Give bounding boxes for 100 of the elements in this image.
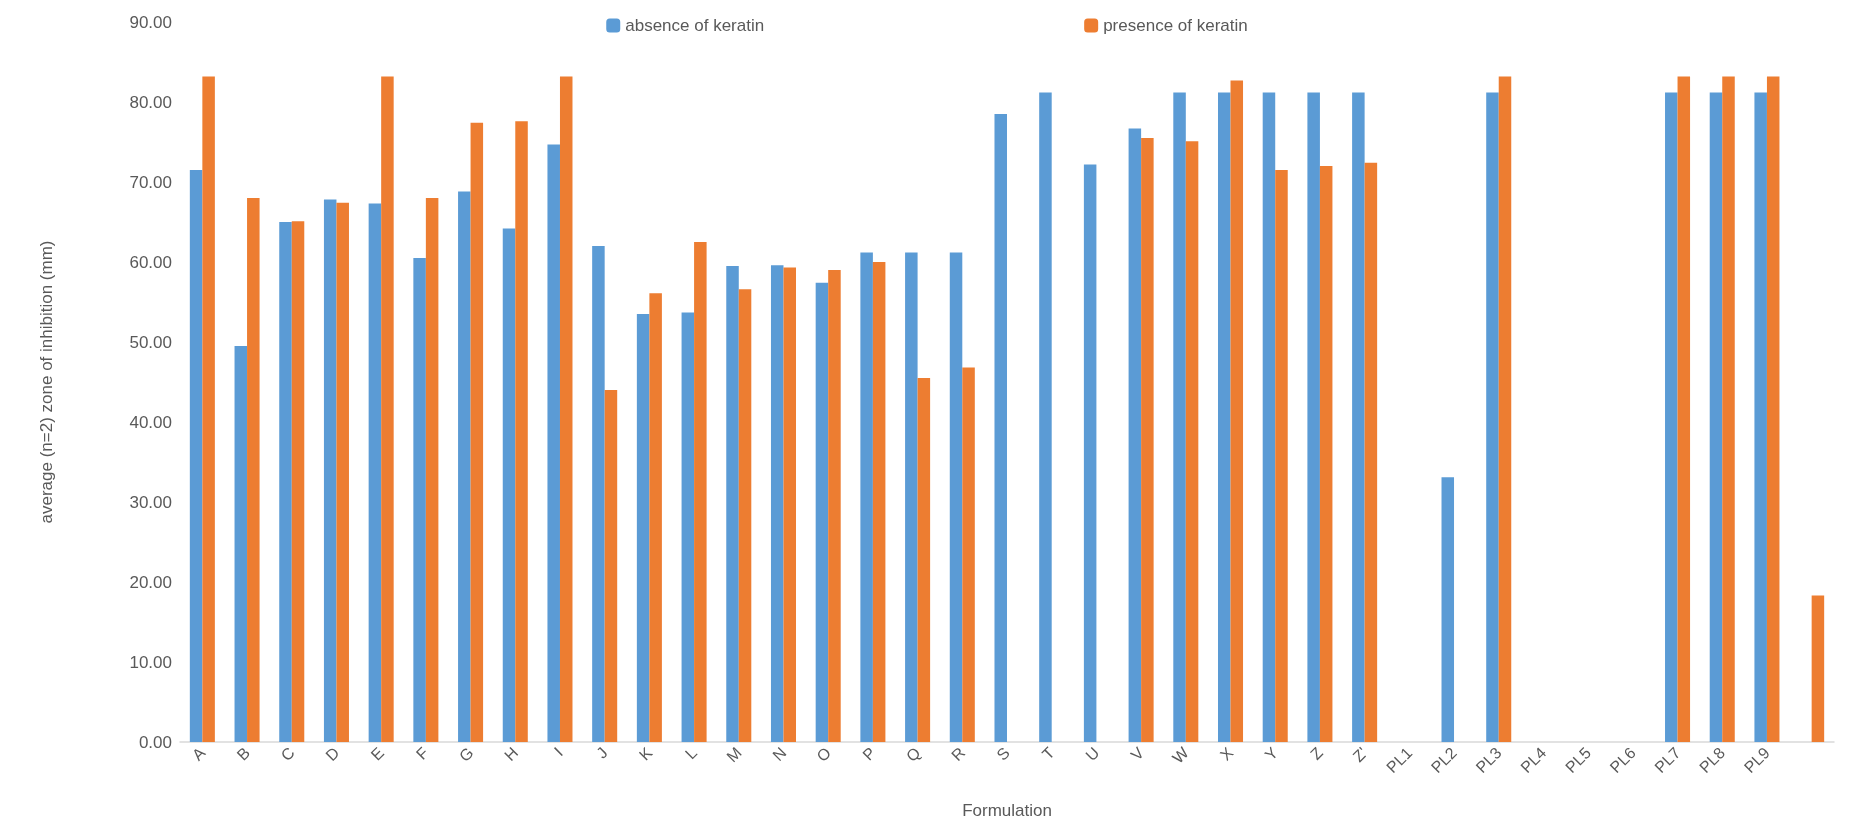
x-tick-label: A [188,743,209,764]
x-tick-label: H [501,743,522,765]
bar [1275,170,1288,742]
bar [425,198,439,742]
bar [1709,92,1723,742]
y-tick-label: 60.00 [129,252,172,272]
x-tick-label: I [550,743,566,760]
x-tick-label: C [277,743,298,765]
x-tick-label: D [322,743,343,765]
x-tick-label: E [367,743,388,764]
bar [470,122,484,742]
x-tick-label: PL4 [1517,743,1550,777]
bar [1083,164,1097,742]
bar [1218,92,1231,742]
x-tick-label: PL5 [1562,743,1595,777]
x-tick-label: M [723,743,745,766]
x-tick-label: V [1127,743,1148,764]
bar [502,228,516,742]
x-axis-title: Formulation [962,801,1052,820]
bar [681,312,695,742]
x-tick-label: PL1 [1383,743,1416,777]
x-tick-label: PL8 [1696,743,1729,777]
bar [1441,477,1455,742]
bar [905,252,918,742]
x-tick-label: X [1216,743,1237,764]
x-tick-label: G [455,743,477,765]
x-tick-label: Q [902,743,924,765]
x-tick-label: R [948,743,969,765]
bar [323,199,337,742]
bar [1141,138,1154,742]
bar [994,114,1007,742]
bar [1498,76,1512,742]
x-tick-label: B [233,743,254,764]
y-tick-label: 30.00 [129,492,172,512]
x-tick-label: U [1082,743,1103,765]
bar [1352,92,1365,742]
bar [381,76,394,742]
x-tick-label: L [681,743,701,763]
bar [770,265,784,742]
x-tick-label: K [635,743,656,764]
y-tick-label: 50.00 [129,332,172,352]
bar [949,252,963,742]
bar [592,246,605,742]
bar [917,378,931,742]
bar [1185,141,1199,742]
bar [872,262,886,742]
bar [1811,595,1825,742]
bar [1128,128,1142,742]
x-tick-label: Z' [1349,743,1371,766]
bar [1722,76,1735,742]
x-tick-label: PL9 [1740,743,1774,777]
x-tick-label: T [1038,743,1058,763]
legend-label: absence of keratin [625,16,765,35]
y-tick-label: 20.00 [129,572,172,592]
bar [515,121,528,742]
y-tick-label: 80.00 [129,92,172,112]
x-tick-label: F [412,743,433,763]
bar [1307,92,1320,742]
bar [336,202,349,742]
bar [1230,80,1244,742]
bar [694,242,707,742]
bar [815,282,829,742]
bar [291,221,305,742]
bar [726,266,739,742]
bar [279,222,292,742]
x-tick-label: O [813,743,835,765]
bar [559,76,573,742]
bar [1173,92,1186,742]
bar [649,293,662,742]
bar [234,346,248,742]
y-tick-label: 40.00 [129,412,172,432]
bar [202,76,215,742]
x-tick-label: J [593,743,611,762]
bar [604,390,618,742]
bar [247,198,260,742]
y-tick-label: 70.00 [129,172,172,192]
bar [1364,162,1378,742]
y-tick-label: 90.00 [129,12,172,32]
y-tick-label: 10.00 [129,652,172,672]
bar [413,258,426,742]
legend-label: presence of keratin [1103,16,1248,35]
x-tick-label: PL3 [1472,743,1505,777]
bar [962,367,975,742]
bar [547,144,560,742]
bar [1754,92,1767,742]
bar [1319,166,1333,742]
bar [189,170,203,742]
y-axis-title: average (n=2) zone of inhibition (mm) [37,240,56,524]
bar [1486,92,1499,742]
x-tick-label: S [993,743,1014,764]
bar [1262,92,1276,742]
x-tick-label: PL6 [1606,743,1639,777]
x-tick-label: P [859,743,879,764]
x-tick-label: N [769,743,790,765]
bar [368,203,382,742]
bar [860,252,873,742]
bar [1039,92,1052,742]
bar [1766,76,1780,742]
bar [828,270,841,742]
x-tick-label: W [1169,743,1193,767]
